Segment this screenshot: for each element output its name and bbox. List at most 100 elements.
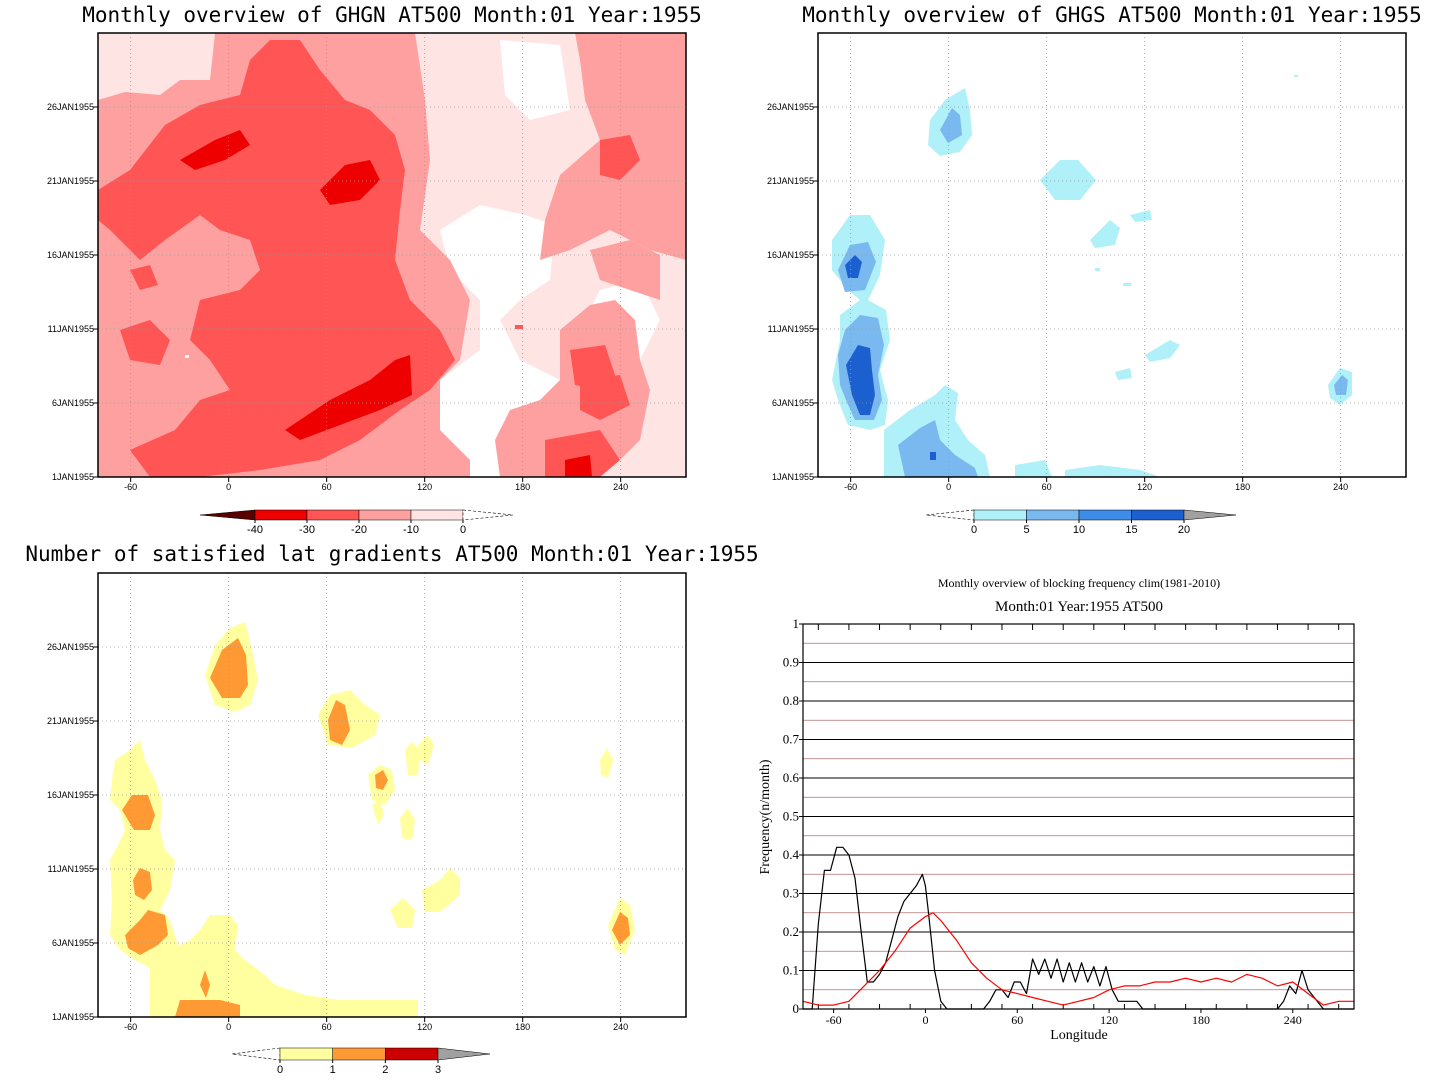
- y-tick-label: 26JAN1955: [47, 642, 94, 652]
- x-tick-label: 120: [1100, 1013, 1118, 1027]
- blocking-title: Monthly overview of blocking frequency c…: [938, 576, 1220, 590]
- colorbar-box: [385, 1047, 439, 1061]
- y-tick-label: 16JAN1955: [47, 790, 94, 800]
- x-tick-label: 60: [322, 482, 332, 492]
- colorbar-label: 0: [460, 524, 466, 536]
- y-tick-label: 0: [793, 1001, 800, 1016]
- y-tick-label: 0.2: [783, 924, 799, 939]
- colorbar-high-triangle: [1183, 509, 1237, 521]
- colorbar-box: [306, 509, 360, 521]
- x-tick-label: 0: [226, 482, 231, 492]
- blocking-subtitle: Month:01 Year:1955 AT500: [995, 599, 1163, 615]
- x-tick-label: 180: [515, 1022, 530, 1032]
- colorbar-box: [1131, 509, 1185, 521]
- y-tick-label: 21JAN1955: [767, 176, 814, 186]
- colorbar-box: [254, 509, 308, 521]
- colorbar-label: -20: [351, 524, 367, 536]
- y-tick-label: 0.5: [783, 809, 799, 824]
- plot-frame: [817, 32, 1407, 478]
- x-tick-label: 0: [226, 1022, 231, 1032]
- colorbar-label: 20: [1178, 524, 1190, 536]
- colorbar-label: -10: [403, 524, 419, 536]
- x-tick-label: 180: [515, 482, 530, 492]
- colorbar-label: 10: [1073, 524, 1085, 536]
- colorbar-high-triangle: [462, 509, 514, 521]
- x-tick-label: 240: [1284, 1013, 1302, 1027]
- ghgs-colorbar: 0 5 10 15 20: [925, 509, 1237, 536]
- colorbar-label: 0: [971, 524, 977, 536]
- colorbar-low-triangle: [231, 1047, 281, 1061]
- y-tick-label: 0.6: [783, 770, 800, 785]
- x-tick-label: 180: [1235, 482, 1250, 492]
- colorbar-box: [1026, 509, 1080, 521]
- y-tick-label: 1: [793, 616, 800, 631]
- y-tick-label: 0.8: [783, 693, 799, 708]
- x-tick-label: 120: [417, 1022, 432, 1032]
- colorbar-label: 5: [1023, 524, 1029, 536]
- x-tick-label: 240: [1333, 482, 1348, 492]
- ghgs-axes: -60 0 60 120 180 240 1JAN1955 6JAN1955 11JAN1955…: [767, 32, 1407, 492]
- ghgs-background-field: [818, 33, 1406, 477]
- colorbar-label: 1: [330, 1064, 336, 1076]
- colorbar-label: 15: [1125, 524, 1137, 536]
- latgrad-axes: -60 0 60 120 180 240 1JAN1955 6JAN1955 11JAN1955…: [47, 572, 687, 1032]
- plot-frame: [802, 623, 1355, 1010]
- colorbar-box: [358, 509, 412, 521]
- x-tick-label: 60: [322, 1022, 332, 1032]
- colorbar-box: [410, 509, 464, 521]
- panel-ghgs: Monthly overview of GHGS AT500 Month:01 …: [767, 3, 1422, 536]
- y-tick-label: 16JAN1955: [767, 250, 814, 260]
- latgrad-title: Number of satisfied lat gradients AT500 …: [25, 542, 758, 566]
- x-tick-label: 240: [613, 482, 628, 492]
- colorbar-box: [973, 509, 1027, 521]
- x-tick-label: -60: [124, 482, 137, 492]
- ghgs-title: Monthly overview of GHGS AT500 Month:01 …: [802, 3, 1422, 27]
- colorbar-label: 0: [277, 1064, 283, 1076]
- plot-frame: [97, 32, 687, 478]
- ghgn-title: Monthly overview of GHGN AT500 Month:01 …: [82, 3, 702, 27]
- x-tick-label: 0: [946, 482, 951, 492]
- blocking-xlabel: Longitude: [1050, 1028, 1108, 1043]
- y-tick-label: 0.7: [783, 732, 800, 747]
- y-tick-label: 11JAN1955: [48, 864, 94, 874]
- colorbar-box: [332, 1047, 386, 1061]
- y-tick-label: 21JAN1955: [47, 176, 94, 186]
- x-tick-label: 60: [1011, 1013, 1023, 1027]
- y-tick-label: 0.4: [783, 847, 800, 862]
- latgrad-contours: [110, 622, 635, 1017]
- x-tick-label: -60: [844, 482, 857, 492]
- y-tick-label: 0.3: [783, 886, 799, 901]
- y-tick-label: 1JAN1955: [52, 472, 94, 482]
- colorbar-box: [279, 1047, 333, 1061]
- y-tick-label: 1JAN1955: [52, 1012, 94, 1022]
- x-tick-label: 180: [1192, 1013, 1210, 1027]
- colorbar-low-triangle: [199, 509, 256, 521]
- blocking-ylabel: Frequency(n/month): [758, 759, 773, 874]
- colorbar-label: -30: [299, 524, 315, 536]
- y-tick-label: 26JAN1955: [767, 102, 814, 112]
- y-tick-label: 6JAN1955: [772, 398, 814, 408]
- colorbar-low-triangle: [925, 509, 975, 521]
- colorbar-label: 3: [435, 1064, 441, 1076]
- panel-lat-gradients: Number of satisfied lat gradients AT500 …: [25, 542, 758, 1076]
- x-tick-label: -60: [826, 1013, 842, 1027]
- y-tick-label: 11JAN1955: [768, 324, 814, 334]
- ghgn-contours: [98, 33, 686, 477]
- colorbar-high-triangle: [437, 1047, 491, 1061]
- y-tick-label: 6JAN1955: [52, 938, 94, 948]
- y-tick-label: 16JAN1955: [47, 250, 94, 260]
- x-tick-label: 0: [922, 1013, 928, 1027]
- y-tick-label: 26JAN1955: [47, 102, 94, 112]
- plot-frame: [97, 572, 687, 1018]
- x-tick-label: 120: [1137, 482, 1152, 492]
- ghgn-axes: -60 0 60 120 180 240 1JAN1955 6JAN1955 11JAN1955…: [47, 32, 687, 492]
- y-tick-label: 21JAN1955: [47, 716, 94, 726]
- x-tick-label: 240: [613, 1022, 628, 1032]
- y-tick-label: 1JAN1955: [772, 472, 814, 482]
- x-tick-label: 60: [1042, 482, 1052, 492]
- series-line-climatology: [802, 912, 1354, 1006]
- ghgs-contours: [832, 75, 1352, 477]
- y-tick-label: 0.1: [783, 963, 799, 978]
- panel-ghgn: Monthly overview of GHGN AT500 Month:01 …: [47, 3, 702, 536]
